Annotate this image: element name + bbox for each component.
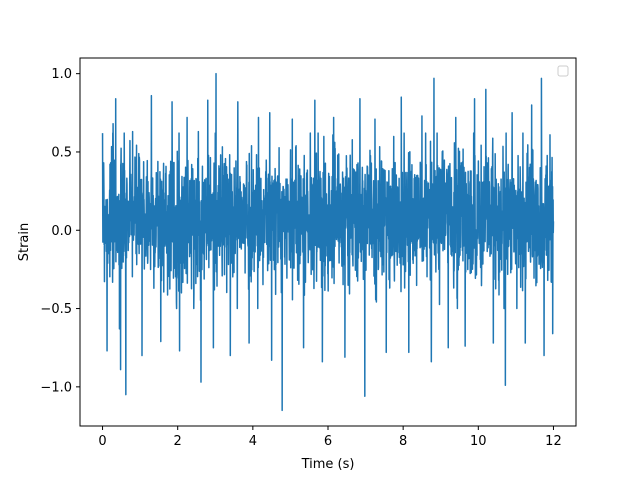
y-tick-label: 1.0 — [51, 67, 72, 82]
x-tick-label: 4 — [249, 434, 257, 449]
x-tick-label: 2 — [174, 434, 182, 449]
y-tick-label: 0.5 — [51, 145, 72, 160]
x-tick-label: 8 — [399, 434, 407, 449]
x-tick-label: 12 — [545, 434, 562, 449]
y-axis: −1.0 −0.5 0.0 0.5 1.0 — [40, 67, 80, 395]
y-axis-label: Strain — [17, 223, 32, 262]
y-tick-label: −0.5 — [40, 302, 72, 317]
x-axis-label: Time (s) — [301, 457, 355, 472]
x-axis: 0 2 4 6 8 10 12 — [98, 426, 562, 449]
y-tick-label: −1.0 — [40, 380, 72, 395]
x-tick-label: 6 — [324, 434, 332, 449]
legend-box — [557, 65, 569, 77]
y-tick-label: 0.0 — [51, 224, 72, 239]
series-line — [101, 72, 555, 412]
x-tick-label: 0 — [98, 434, 106, 449]
series-layer — [101, 72, 555, 412]
x-tick-label: 10 — [470, 434, 487, 449]
